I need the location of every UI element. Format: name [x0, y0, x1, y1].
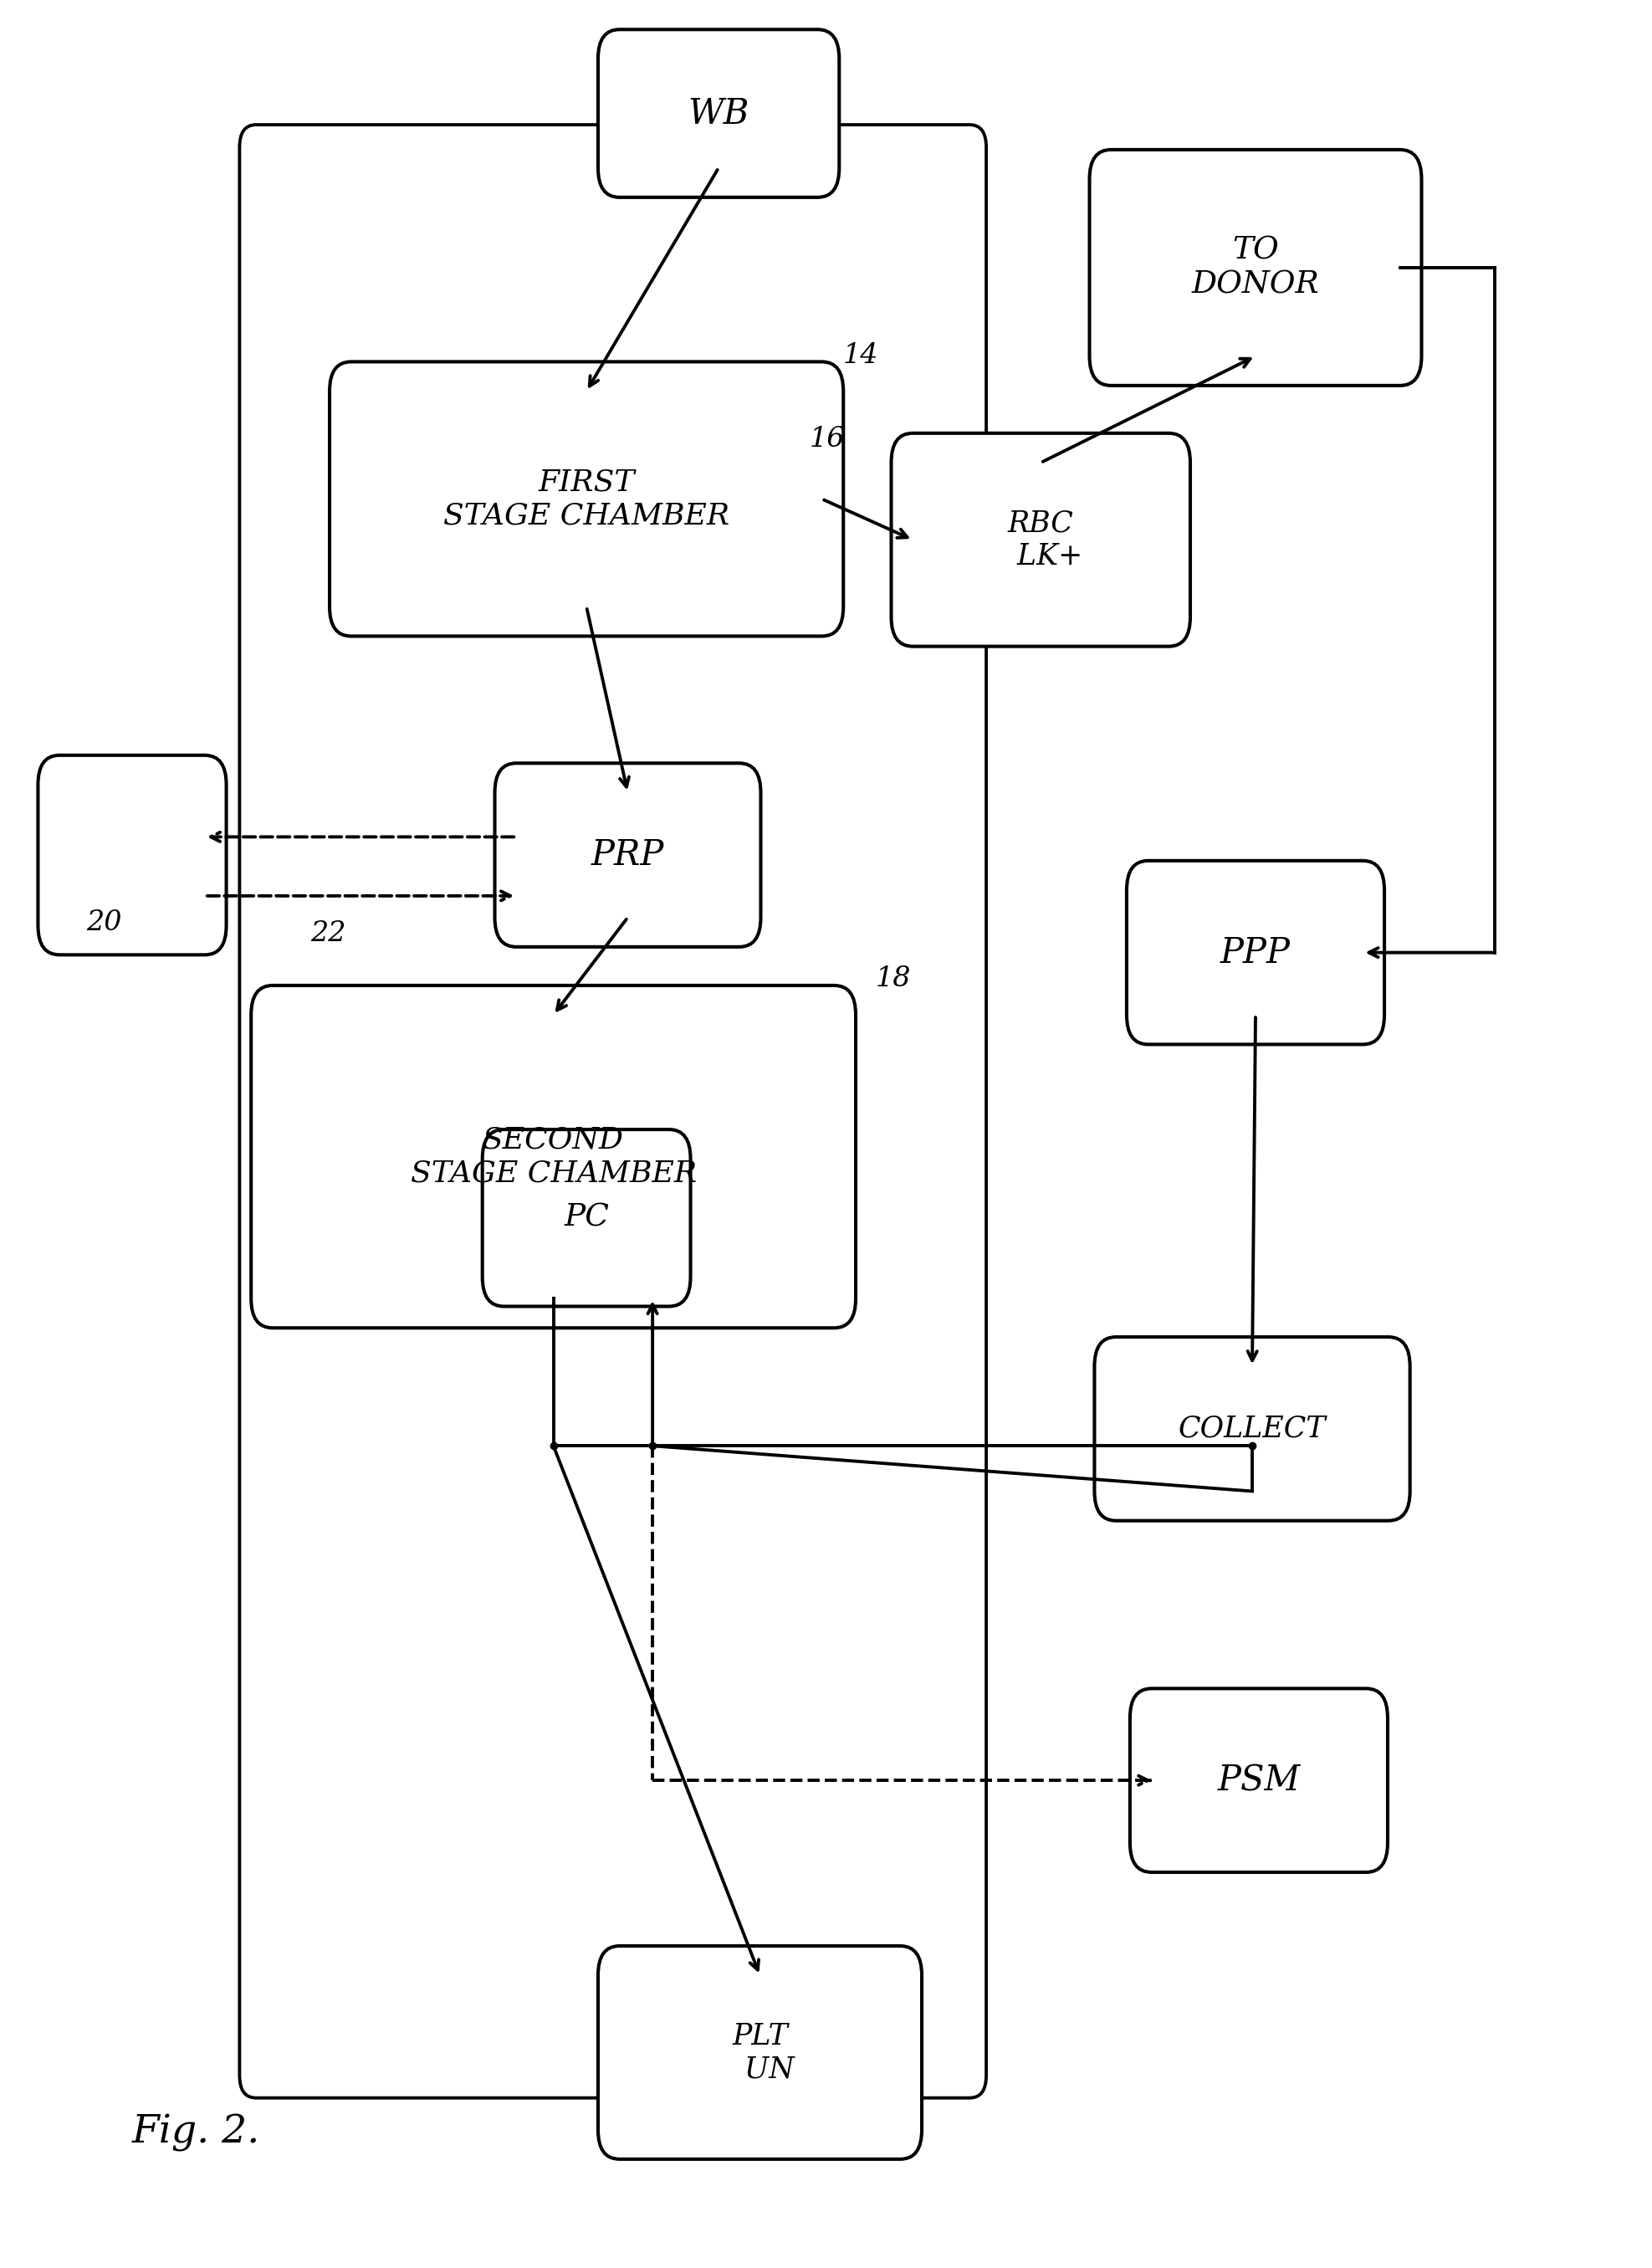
- FancyBboxPatch shape: [598, 29, 839, 197]
- Text: PSM: PSM: [1218, 1762, 1300, 1799]
- Text: FIRST
STAGE CHAMBER: FIRST STAGE CHAMBER: [443, 467, 730, 531]
- Text: SECOND
STAGE CHAMBER: SECOND STAGE CHAMBER: [410, 1125, 697, 1188]
- FancyBboxPatch shape: [482, 1129, 691, 1306]
- FancyBboxPatch shape: [38, 755, 226, 955]
- FancyBboxPatch shape: [892, 433, 1189, 646]
- FancyBboxPatch shape: [1090, 150, 1421, 386]
- Text: 14: 14: [843, 342, 879, 370]
- Text: 22: 22: [311, 921, 347, 948]
- FancyBboxPatch shape: [251, 984, 856, 1329]
- Text: WB: WB: [687, 95, 750, 132]
- Text: COLLECT: COLLECT: [1178, 1415, 1327, 1442]
- FancyBboxPatch shape: [240, 125, 986, 2098]
- Text: RBC
  LK+: RBC LK+: [999, 508, 1082, 572]
- FancyBboxPatch shape: [330, 361, 843, 635]
- Text: 18: 18: [876, 966, 912, 993]
- Text: 20: 20: [86, 909, 122, 937]
- FancyBboxPatch shape: [496, 762, 762, 948]
- Text: TO
DONOR: TO DONOR: [1191, 236, 1320, 299]
- FancyBboxPatch shape: [1095, 1338, 1411, 1522]
- Text: Fig. 2.: Fig. 2.: [132, 2114, 261, 2152]
- FancyBboxPatch shape: [1127, 862, 1384, 1043]
- FancyBboxPatch shape: [1130, 1687, 1388, 1873]
- Text: 16: 16: [809, 426, 846, 454]
- Text: PRP: PRP: [591, 837, 664, 873]
- Text: PLT
  UN: PLT UN: [725, 2021, 795, 2084]
- Text: PC: PC: [563, 1202, 610, 1234]
- FancyBboxPatch shape: [598, 1946, 922, 2159]
- Text: PPP: PPP: [1221, 934, 1290, 971]
